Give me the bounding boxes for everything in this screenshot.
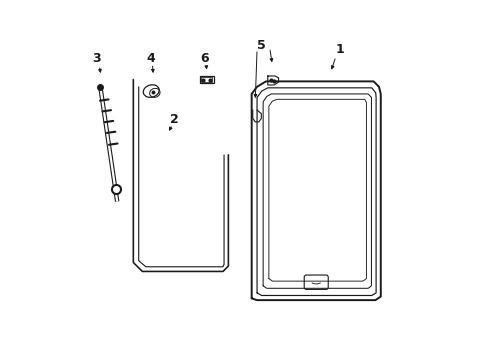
Text: 1: 1 [334,42,343,55]
Text: 3: 3 [92,51,101,64]
Bar [200,76,213,83]
Text: 5: 5 [257,39,265,52]
Text: 4: 4 [146,51,155,64]
Bar [201,77,212,82]
Text: 6: 6 [201,51,209,64]
Text: 2: 2 [170,113,179,126]
